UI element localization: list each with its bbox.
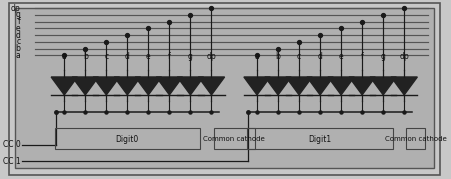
Polygon shape (93, 77, 119, 95)
Polygon shape (114, 77, 140, 95)
Text: b: b (275, 52, 280, 61)
Text: d: d (317, 52, 322, 61)
Text: Digit0: Digit0 (115, 135, 138, 144)
Text: CC 0: CC 0 (3, 141, 21, 149)
Text: f: f (360, 52, 363, 61)
Polygon shape (390, 77, 416, 95)
Text: f: f (168, 52, 170, 61)
Text: g: g (380, 52, 385, 61)
Bar (55, 128, 200, 149)
Text: f: f (18, 17, 20, 26)
Bar (213, 128, 254, 149)
Polygon shape (72, 77, 98, 95)
Text: e: e (338, 52, 343, 61)
Text: a: a (254, 52, 259, 61)
Text: a: a (16, 51, 20, 60)
Polygon shape (135, 77, 161, 95)
Text: d: d (124, 52, 129, 61)
Polygon shape (369, 77, 396, 95)
Text: dp: dp (206, 52, 216, 61)
Text: c: c (296, 52, 300, 61)
Polygon shape (156, 77, 182, 95)
Text: dp: dp (11, 4, 20, 13)
Text: c: c (104, 52, 108, 61)
Polygon shape (285, 77, 312, 95)
Polygon shape (177, 77, 203, 95)
Text: b: b (16, 44, 20, 53)
Text: e: e (16, 24, 20, 33)
Bar (247, 128, 392, 149)
Polygon shape (51, 77, 77, 95)
Text: a: a (62, 52, 66, 61)
Polygon shape (327, 77, 354, 95)
Text: Common cathode: Common cathode (384, 136, 446, 142)
Text: dp: dp (398, 52, 408, 61)
Text: b: b (83, 52, 87, 61)
Text: CC 1: CC 1 (3, 157, 21, 166)
Bar (405, 128, 424, 149)
Text: d: d (16, 31, 20, 40)
Text: c: c (16, 37, 20, 46)
Polygon shape (198, 77, 224, 95)
Polygon shape (348, 77, 374, 95)
Text: g: g (16, 10, 20, 19)
Text: Common cathode: Common cathode (203, 136, 265, 142)
Bar (15, 8, 433, 168)
Polygon shape (264, 77, 290, 95)
Polygon shape (306, 77, 332, 95)
Text: g: g (188, 52, 193, 61)
Polygon shape (244, 77, 270, 95)
Text: e: e (146, 52, 150, 61)
Text: Digit1: Digit1 (308, 135, 331, 144)
